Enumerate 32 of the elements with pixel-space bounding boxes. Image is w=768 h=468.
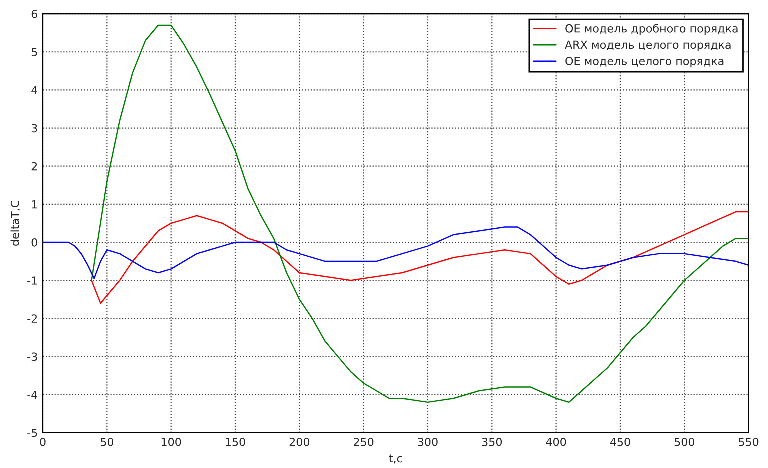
y-tick-label: 3 — [32, 124, 38, 133]
y-tick-label: 2 — [32, 162, 38, 171]
y-tick-label: -1 — [28, 276, 38, 285]
line-series — [91, 211, 749, 304]
legend-label: OE модель дробного порядка — [566, 24, 738, 35]
y-tick-label: 0 — [32, 238, 38, 247]
y-tick-label: 6 — [32, 10, 38, 18]
y-tick-label: 1 — [32, 200, 38, 209]
legend-label: ARX модель целого порядка — [565, 40, 731, 52]
legend-label: OE модель целого порядка — [566, 57, 724, 68]
x-tick-label: 450 — [610, 438, 630, 446]
x-tick-label: 250 — [354, 438, 374, 446]
x-tick-label: 400 — [546, 438, 566, 446]
x-tick-label: 550 — [739, 438, 759, 446]
x-tick-label: 350 — [482, 438, 502, 446]
x-tick-label: 500 — [674, 438, 695, 446]
y-tick-label: -3 — [28, 352, 38, 362]
line-series — [43, 226, 749, 280]
y-axis-title: deltaT,C — [10, 200, 20, 246]
x-tick-label: 300 — [418, 438, 438, 446]
y-tick-label: -5 — [28, 429, 38, 438]
x-tick-label: 150 — [226, 438, 246, 446]
line-series — [91, 24, 749, 404]
x-tick-label: 100 — [162, 438, 182, 446]
y-tick-label: -2 — [28, 314, 38, 323]
x-axis-title: t,c — [389, 454, 402, 464]
x-tick-label: 50 — [100, 438, 114, 446]
y-tick-label: 4 — [32, 86, 38, 94]
y-tick-label: -4 — [28, 390, 38, 400]
y-tick-label: 5 — [32, 48, 38, 56]
x-tick-label: 0 — [40, 438, 46, 446]
x-tick-label: 200 — [290, 438, 310, 446]
